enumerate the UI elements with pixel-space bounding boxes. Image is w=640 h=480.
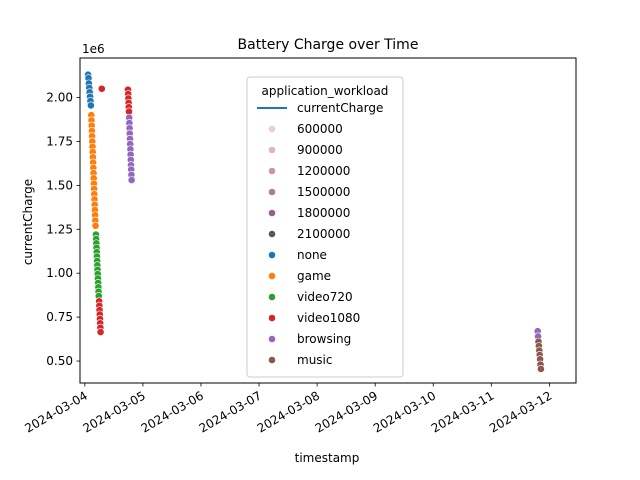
y-tick-label: 1.00 <box>46 266 73 280</box>
legend-label: none <box>297 248 327 262</box>
data-point-music <box>537 365 545 373</box>
legend-marker <box>268 146 276 154</box>
legend-marker <box>268 272 276 280</box>
legend-label: music <box>297 353 332 367</box>
legend-marker <box>268 251 276 259</box>
legend-label: 1500000 <box>297 185 350 199</box>
data-point-game <box>91 221 100 230</box>
legend-label: 1200000 <box>297 164 350 178</box>
legend-label: 1800000 <box>297 206 350 220</box>
legend-title: application_workload <box>262 84 389 98</box>
y-tick-label: 1.75 <box>46 134 73 148</box>
legend-label: video720 <box>297 290 353 304</box>
legend-label: 2100000 <box>297 227 350 241</box>
y-tick-label: 1.25 <box>46 222 73 236</box>
x-axis-label: timestamp <box>295 451 360 465</box>
legend-marker <box>268 314 276 322</box>
legend-label: currentCharge <box>297 101 383 115</box>
y-tick-label: 2.00 <box>46 91 73 105</box>
legend-marker <box>268 335 276 343</box>
legend-marker <box>268 209 276 217</box>
data-point-browsing <box>127 176 136 184</box>
data-points <box>84 70 545 373</box>
legend-marker <box>268 167 276 175</box>
legend-label: video1080 <box>297 311 360 325</box>
plot-frame <box>79 57 577 384</box>
legend-marker <box>268 293 276 301</box>
legend-marker <box>268 188 276 196</box>
y-tick-label: 0.50 <box>46 354 73 368</box>
legend-marker <box>268 125 276 133</box>
legend-box <box>246 76 404 378</box>
legend-marker <box>268 230 276 238</box>
legend-label: browsing <box>297 332 351 346</box>
data-point-none <box>86 101 95 110</box>
y-tick-label: 1.50 <box>46 178 73 192</box>
data-point-video1080 <box>96 328 105 336</box>
y-tick-label: 0.75 <box>46 310 73 324</box>
chart-title: Battery Charge over Time <box>238 37 419 53</box>
legend-marker <box>268 356 276 364</box>
y-offset-label: 1e6 <box>82 42 105 56</box>
y-axis-label: currentCharge <box>21 179 35 265</box>
legend-label: 600000 <box>297 122 343 136</box>
legend-label: 900000 <box>297 143 343 157</box>
legend-label: game <box>297 269 331 283</box>
data-point-video1080 <box>97 84 106 93</box>
legend: application_workload currentCharge 600000 9… <box>246 76 404 378</box>
